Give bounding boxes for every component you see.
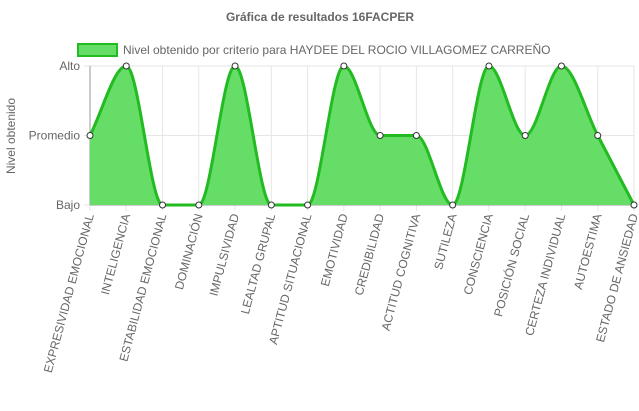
data-point[interactable] <box>195 201 203 209</box>
x-tick-label: AUTOESTIMA <box>571 212 605 291</box>
data-point[interactable] <box>376 132 384 139</box>
data-point[interactable] <box>340 62 348 70</box>
x-tick-label: ACTITUD COGNITIVA <box>379 212 424 332</box>
legend-swatch <box>77 43 118 57</box>
x-tick-label: CERTEZA INDIVIDUAL <box>522 212 568 337</box>
data-point[interactable] <box>304 201 312 209</box>
legend[interactable]: Nivel obtenido por criterio para HAYDEE … <box>77 43 550 57</box>
legend-label: Nivel obtenido por criterio para HAYDEE … <box>123 43 550 57</box>
x-tick-label: IMPULSIVIDAD <box>207 212 243 298</box>
data-point[interactable] <box>159 201 167 209</box>
x-tick-label: DOMINACIÓN <box>171 212 206 291</box>
data-point[interactable] <box>521 132 529 139</box>
y-tick-label: Bajo <box>56 198 80 212</box>
series-area-fill <box>90 66 634 205</box>
data-point[interactable] <box>630 201 638 209</box>
data-point[interactable] <box>449 201 457 209</box>
x-tick-label: EXPRESIVIDAD EMOCIONAL <box>41 212 97 374</box>
data-point[interactable] <box>557 62 565 70</box>
chart-title: Gráfica de resultados 16FACPER <box>226 10 414 24</box>
x-tick-label: SUTILEZA <box>431 212 459 271</box>
data-point[interactable] <box>86 132 94 139</box>
x-tick-labels: EXPRESIVIDAD EMOCIONAL INTELIGENCIAESTABI… <box>41 212 639 375</box>
data-point[interactable] <box>594 132 602 139</box>
data-point[interactable] <box>267 201 275 209</box>
x-tick-label: INTELIGENCIA <box>98 212 133 296</box>
y-tick-labels: Bajo Promedio Alto <box>29 59 81 212</box>
x-tick-label: LEALTAD GRUPAL <box>238 212 278 316</box>
x-tick-label: CONSCIENCIA <box>461 212 496 296</box>
x-tick-label: POSICIÓN SOCIAL <box>490 212 532 319</box>
data-point[interactable] <box>231 62 239 70</box>
data-point[interactable] <box>122 62 130 70</box>
data-point[interactable] <box>485 62 493 70</box>
x-tick-label: EMOTIVIDAD <box>318 212 351 288</box>
series-line <box>88 64 636 207</box>
y-axis-label: Nivel obtenido <box>4 98 18 174</box>
y-tick-label: Promedio <box>29 129 81 143</box>
data-point[interactable] <box>412 132 420 139</box>
y-tick-label: Alto <box>59 59 80 73</box>
series-points <box>86 62 638 209</box>
x-tick-label: CREDIBILIDAD <box>352 212 387 297</box>
series-area <box>88 64 636 207</box>
